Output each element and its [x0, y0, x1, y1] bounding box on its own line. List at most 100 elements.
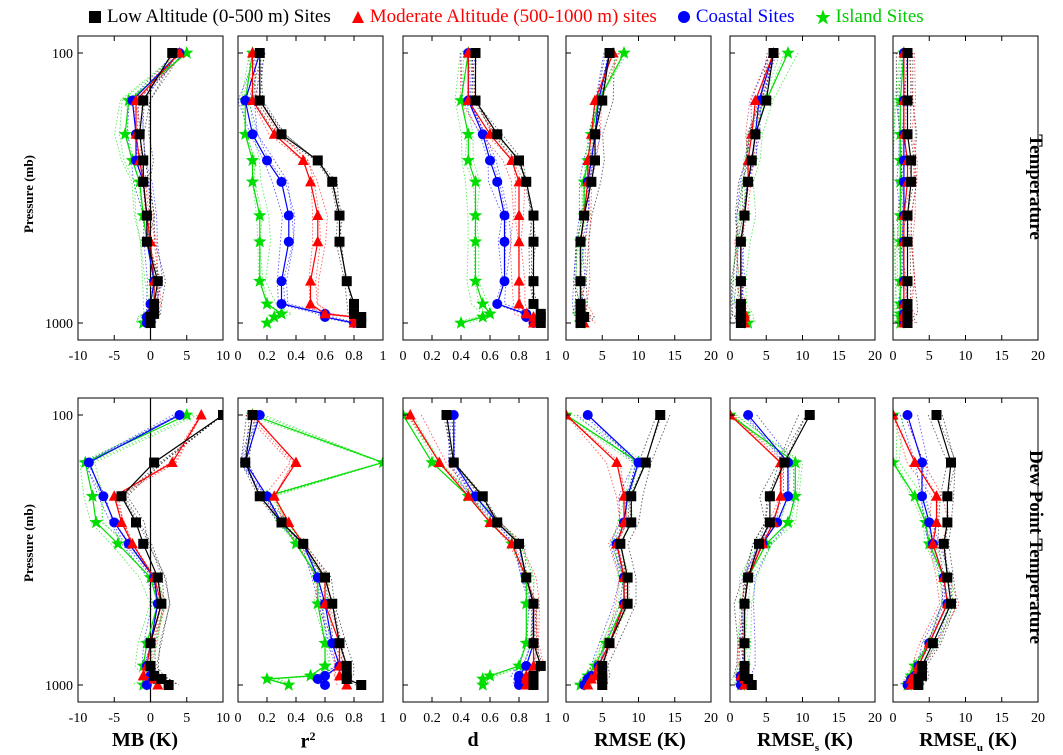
chart-panel: 0 5 10 15 20: [727, 397, 882, 726]
square-marker: [927, 638, 938, 649]
square-marker: [764, 491, 775, 502]
circle-marker: [485, 155, 495, 166]
site-line: [579, 52, 620, 324]
triangle-marker: [137, 669, 149, 681]
site-line: [442, 414, 536, 686]
x-axis-label-text: d: [467, 729, 479, 751]
star-marker: [376, 455, 383, 469]
triangle-marker: [927, 537, 939, 549]
square-marker: [754, 538, 764, 549]
legend-item-island: Island Sites: [815, 6, 924, 28]
square-marker: [575, 276, 586, 287]
y-tick-label: 100: [52, 409, 73, 424]
star-marker: [89, 515, 103, 529]
star-marker: [425, 455, 439, 469]
square-marker: [764, 517, 775, 528]
star-marker: [245, 153, 260, 167]
site-line: [86, 414, 178, 686]
square-marker: [739, 638, 750, 649]
x-axis-label-r2: r2: [253, 729, 363, 754]
triangle-marker: [166, 456, 178, 468]
site-line: [403, 414, 531, 686]
x-tick-label: 0: [147, 711, 154, 726]
x-tick-label: 20: [868, 349, 882, 364]
site-line: [745, 52, 799, 324]
square-marker: [739, 598, 750, 609]
star-marker: [468, 274, 483, 287]
square-marker: [902, 236, 913, 247]
star-marker: [245, 174, 260, 188]
site-line: [249, 52, 293, 324]
panel-frame: [402, 35, 549, 341]
series-line: [251, 53, 355, 323]
triangle-marker: [749, 94, 761, 106]
circle-marker-icon: [677, 11, 690, 23]
square-marker: [116, 491, 127, 502]
site-line: [746, 414, 795, 686]
square-marker: [615, 538, 626, 549]
legend-item-low-altitude: Low Altitude (0-500 m) Sites: [88, 6, 331, 28]
square-marker: [942, 491, 953, 502]
triangle-marker: [312, 235, 324, 247]
square-marker: [622, 572, 633, 583]
row-title-temperature: Temperature: [1025, 134, 1046, 240]
star-marker: [318, 658, 332, 672]
square-marker: [254, 48, 265, 58]
square-marker: [746, 155, 757, 166]
circle-marker: [98, 491, 109, 502]
legend-label: Coastal Sites: [695, 6, 795, 27]
square-marker: [590, 155, 600, 166]
square-marker: [579, 210, 590, 221]
square-marker: [298, 538, 309, 549]
square-marker: [528, 598, 539, 609]
star-marker: [476, 310, 490, 323]
site-line: [730, 414, 791, 686]
square-marker: [761, 95, 772, 106]
circle-marker: [924, 517, 935, 528]
plot-area: [114, 36, 194, 340]
star-marker: [781, 46, 795, 59]
site-line: [606, 414, 671, 686]
site-line: [240, 414, 357, 686]
series-line: [252, 414, 383, 686]
site-line: [893, 52, 901, 323]
site-line: [578, 52, 628, 324]
site-line: [114, 52, 179, 323]
square-marker: [448, 457, 459, 468]
square-marker: [356, 680, 367, 690]
circle-marker: [477, 129, 488, 140]
x-axis-label-rmse: RMSE (K): [580, 729, 700, 752]
square-marker: [604, 638, 615, 649]
x-axis-label-suffix: (K): [983, 729, 1017, 751]
triangle-marker: [931, 490, 942, 501]
x-tick-label: 0: [563, 349, 570, 364]
star-marker: [303, 668, 318, 682]
square-marker: [913, 680, 924, 690]
triangle-marker: [297, 154, 309, 165]
square-marker: [134, 129, 145, 140]
site-line: [895, 414, 951, 686]
triangle-marker: [404, 409, 416, 420]
circle-marker: [499, 276, 510, 287]
x-axis-label-text: RMSE: [919, 729, 977, 751]
square-marker: [575, 236, 586, 247]
plot-area: [566, 408, 671, 691]
site-line: [114, 414, 201, 685]
plot-area: [571, 46, 631, 329]
star-marker: [454, 93, 468, 107]
x-tick-label: 15: [995, 711, 1009, 726]
square-marker: [145, 660, 156, 671]
circle-marker: [783, 491, 793, 502]
site-line: [730, 52, 770, 324]
site-line: [922, 414, 958, 686]
site-line: [910, 52, 918, 324]
x-axis-label-mb: MB (K): [90, 729, 200, 752]
square-marker: [739, 210, 750, 221]
square-marker: [902, 95, 913, 106]
x-tick-label: 0.8: [510, 349, 528, 364]
x-tick-label: 1: [380, 349, 387, 364]
square-marker: [138, 155, 149, 166]
plot-area: [730, 46, 799, 329]
star-marker: [260, 672, 274, 685]
